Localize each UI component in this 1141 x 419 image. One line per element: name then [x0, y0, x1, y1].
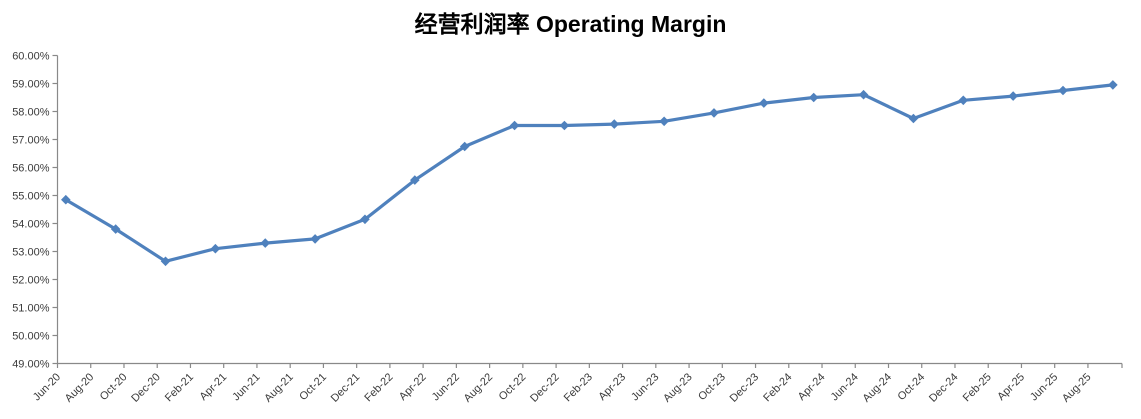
x-axis-tick-label: Feb-24	[761, 371, 794, 404]
x-axis-tick-label: Feb-23	[562, 371, 595, 404]
x-axis-tick-label: Oct-23	[696, 371, 728, 403]
y-axis-tick-label: 49.00%	[12, 359, 50, 371]
x-axis-tick-label: Jun-22	[430, 371, 462, 403]
y-axis-tick-label: 51.00%	[12, 303, 50, 315]
data-point-marker	[310, 234, 320, 244]
y-axis-tick-label: 58.00%	[12, 107, 50, 119]
data-point-marker	[759, 98, 769, 108]
y-axis-tick-label: 59.00%	[12, 79, 50, 91]
x-axis-tick-label: Aug-23	[661, 371, 695, 405]
data-point-marker	[559, 120, 570, 131]
data-point-marker	[1058, 85, 1068, 96]
x-axis-tick-label: Dec-21	[329, 371, 363, 405]
x-axis-tick-label: Apr-25	[995, 371, 1027, 403]
data-point-marker	[1008, 91, 1018, 101]
x-axis-tick-label: Aug-20	[63, 371, 97, 405]
x-axis-tick-label: Jun-23	[629, 371, 661, 403]
data-point-marker	[908, 113, 919, 124]
data-point-marker	[260, 238, 271, 248]
data-point-marker	[958, 95, 969, 106]
data-point-marker	[61, 194, 71, 205]
data-point-marker	[858, 89, 869, 100]
data-point-marker	[808, 92, 819, 103]
data-point-marker	[709, 108, 719, 118]
data-point-marker	[110, 224, 121, 234]
x-axis-tick-label: Dec-22	[528, 371, 562, 405]
x-axis-tick-label: Dec-23	[728, 371, 762, 405]
data-point-marker	[160, 256, 171, 267]
x-axis-tick-label: Aug-21	[262, 371, 296, 405]
x-axis-tick-label: Jun-25	[1028, 371, 1060, 403]
x-axis-tick-label: Apr-23	[596, 371, 628, 403]
x-axis-tick-label: Jun-21	[230, 371, 262, 403]
x-axis-tick-label: Feb-25	[961, 371, 994, 404]
y-axis-tick-label: 54.00%	[12, 219, 50, 231]
data-point-marker	[410, 175, 420, 185]
x-axis-tick-label: Apr-22	[397, 371, 429, 403]
x-axis-tick-label: Oct-22	[497, 371, 529, 403]
y-axis-tick-label: 55.00%	[12, 191, 50, 203]
x-axis-tick-label: Aug-24	[861, 371, 895, 405]
x-axis-tick-label: Oct-20	[98, 371, 130, 403]
y-axis-tick-label: 57.00%	[12, 135, 50, 147]
chart-title: 经营利润率 Operating Margin	[414, 11, 727, 37]
data-point-marker	[509, 120, 520, 131]
x-axis-tick-label: Jun-24	[829, 371, 861, 403]
x-axis-tick-label: Feb-22	[362, 371, 395, 404]
x-axis-tick-label: Dec-24	[927, 371, 961, 405]
y-axis-tick-label: 50.00%	[12, 331, 50, 343]
x-axis-tick-label: Aug-25	[1060, 371, 1094, 405]
data-point-marker	[459, 141, 470, 152]
x-axis-tick-label: Apr-24	[796, 371, 828, 403]
x-axis-tick-label: Dec-20	[129, 371, 163, 405]
y-axis-tick-label: 56.00%	[12, 163, 50, 175]
data-point-marker	[609, 119, 620, 129]
data-point-marker	[210, 243, 221, 254]
series-line	[64, 83, 1115, 263]
x-axis-tick-label: Aug-22	[462, 371, 496, 405]
y-axis-tick-label: 60.00%	[12, 51, 50, 63]
x-axis-tick-label: Oct-24	[896, 371, 928, 403]
data-point-marker	[1108, 80, 1118, 90]
y-axis-tick-label: 53.00%	[12, 247, 50, 259]
x-axis-tick-label: Oct-21	[297, 371, 329, 403]
x-axis-tick-label: Feb-21	[163, 371, 196, 404]
data-point-marker	[360, 214, 370, 225]
y-axis-tick-label: 52.00%	[12, 275, 50, 287]
x-axis-tick-label: Apr-21	[197, 371, 229, 403]
data-point-marker	[659, 116, 669, 127]
x-axis-tick-label: Jun-20	[31, 371, 63, 403]
